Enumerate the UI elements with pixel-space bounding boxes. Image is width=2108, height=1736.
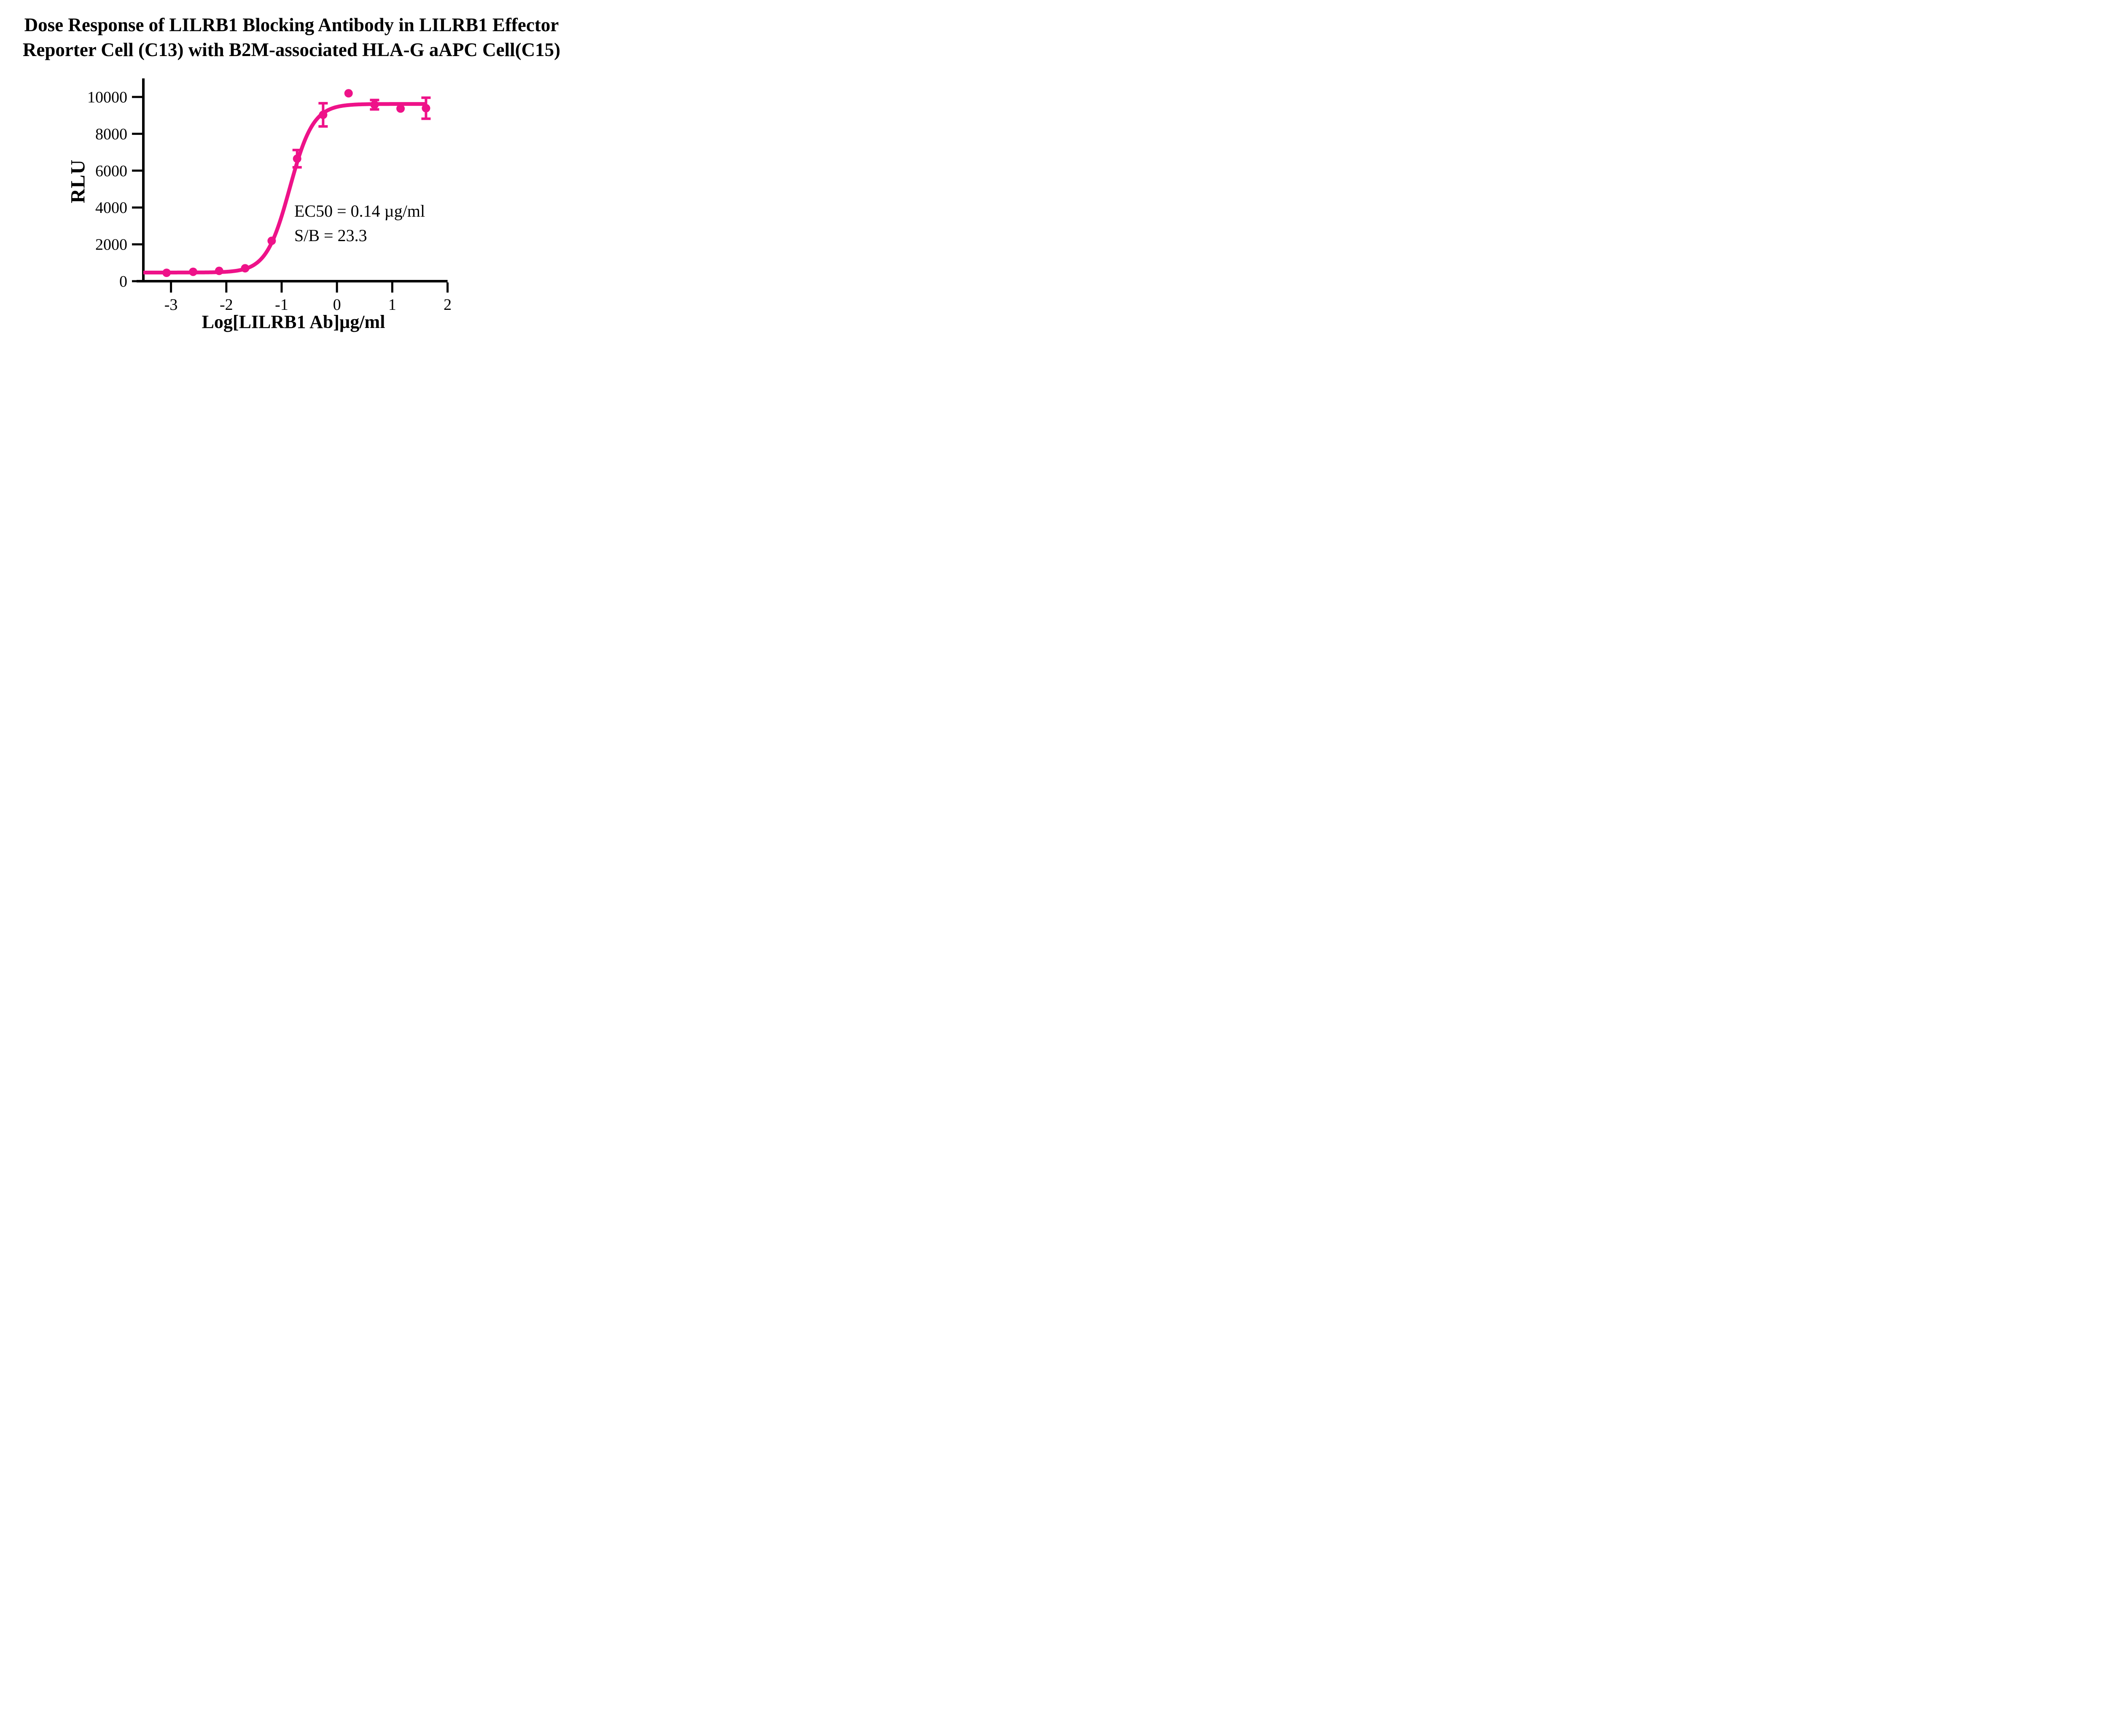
data-point	[370, 100, 379, 109]
data-point	[344, 89, 353, 98]
data-point	[162, 269, 171, 277]
data-point	[422, 104, 430, 113]
data-point	[319, 110, 328, 119]
x-tick-label: 1	[388, 296, 396, 314]
x-tick-label: -2	[220, 296, 233, 314]
x-tick-label: 0	[333, 296, 341, 314]
x-tick-label: -3	[164, 296, 178, 314]
data-point	[293, 154, 301, 163]
y-tick-label: 0	[119, 273, 127, 290]
chart-title-line2: Reporter Cell (C13) with B2M-associated …	[22, 39, 561, 61]
x-tick-label: 2	[444, 296, 452, 314]
data-point	[241, 264, 250, 273]
chart-title: Dose Response of LILRB1 Blocking Antibod…	[0, 13, 583, 63]
ec50-value: EC50 = 0.14 µg/ml	[294, 202, 425, 220]
y-tick-label: 6000	[95, 162, 127, 180]
y-axis-label: RLU	[67, 159, 89, 204]
y-tick-label: 8000	[95, 125, 127, 143]
y-tick-label: 4000	[95, 199, 127, 217]
x-axis-label: Log[LILRB1 Ab]µg/ml	[202, 312, 385, 332]
dose-response-plot: -3 -2 -1 0 1 2 0 2000 4000 6000 8000 10000	[87, 78, 452, 314]
fit-annotation: EC50 = 0.14 µg/ml S/B = 23.3	[294, 199, 425, 248]
data-point	[189, 267, 198, 276]
data-point	[267, 236, 276, 245]
data-point	[215, 266, 223, 275]
chart-title-line1: Dose Response of LILRB1 Blocking Antibod…	[24, 14, 559, 35]
y-tick-label: 2000	[95, 236, 127, 254]
x-tick-label: -1	[275, 296, 288, 314]
y-tick-label: 10000	[87, 89, 127, 106]
signal-to-background-value: S/B = 23.3	[294, 226, 367, 245]
dose-response-figure: Dose Response of LILRB1 Blocking Antibod…	[0, 0, 583, 347]
data-point	[396, 104, 405, 113]
